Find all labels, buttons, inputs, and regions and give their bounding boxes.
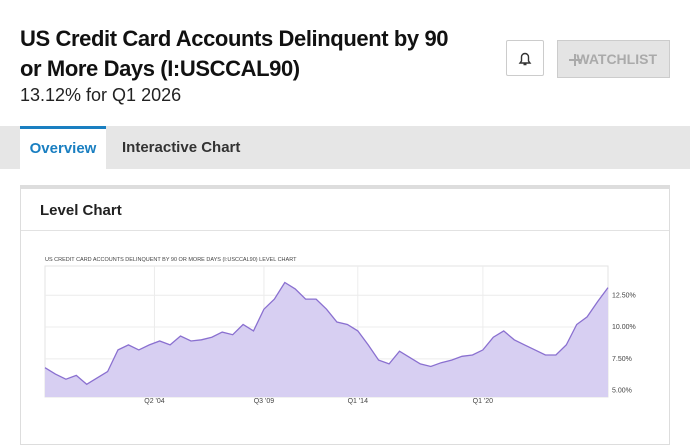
x-tick-label: Q1 '14 xyxy=(348,398,369,405)
tab-bar: Overview Interactive Chart xyxy=(0,126,690,169)
x-tick-label: Q2 '04 xyxy=(144,398,165,405)
chart-title: US CREDIT CARD ACCOUNTS DELINQUENT BY 90… xyxy=(45,257,297,263)
page: US Credit Card Accounts Delinquent by 90… xyxy=(0,26,690,445)
y-tick-label: 5.00% xyxy=(612,388,632,395)
area xyxy=(45,282,608,397)
subtitle: 13.12% for Q1 2026 xyxy=(20,85,182,105)
alert-button[interactable] xyxy=(506,40,544,76)
tab[interactable]: Interactive Chart xyxy=(122,139,241,156)
y-tick-label: 12.50% xyxy=(612,292,636,299)
line xyxy=(44,281,609,386)
chart: US CREDIT CARD ACCOUNTS DELINQUENT BY 90… xyxy=(44,257,636,405)
y-tick-label: 10.00% xyxy=(612,324,636,331)
x-tick-label: Q1 '20 xyxy=(473,398,494,405)
tab[interactable]: Overview xyxy=(20,126,106,169)
watchlist-button[interactable]: WATCHLIST xyxy=(557,40,670,78)
y-tick-label: 7.50% xyxy=(612,356,632,363)
card-title: Level Chart xyxy=(40,202,122,219)
bell-icon xyxy=(518,52,532,66)
divider xyxy=(21,230,669,231)
plus-icon xyxy=(569,54,581,66)
page-title: US Credit Card Accounts Delinquent by 90… xyxy=(20,26,449,81)
x-tick-label: Q3 '09 xyxy=(254,398,275,405)
watchlist-label: WATCHLIST xyxy=(576,51,657,67)
